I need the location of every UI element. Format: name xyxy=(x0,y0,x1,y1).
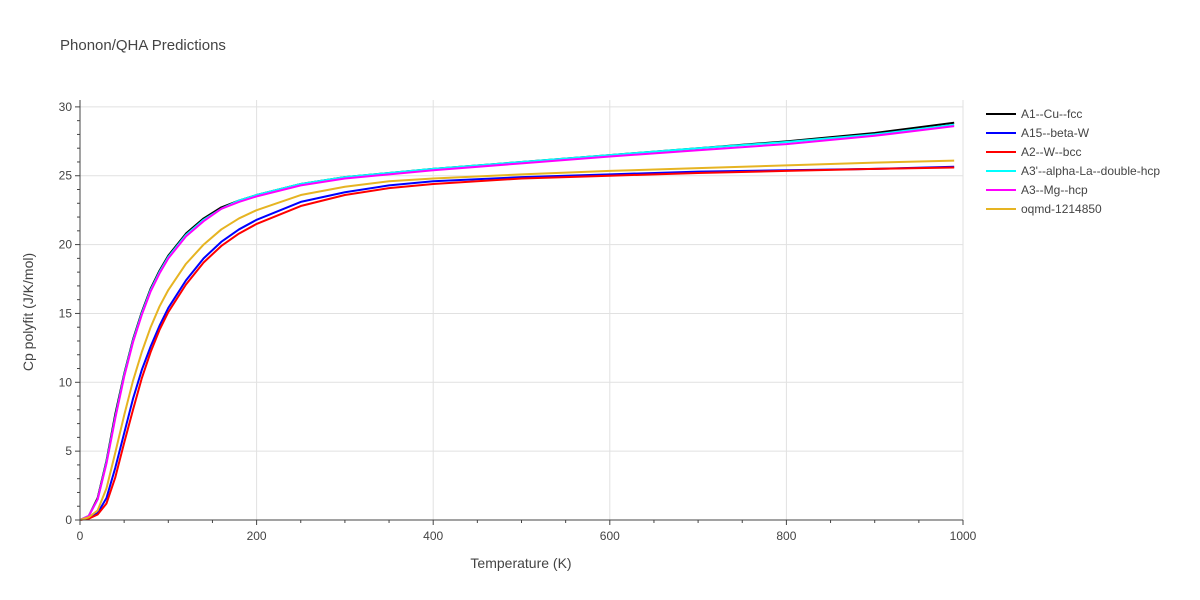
legend-label: A15--beta-W xyxy=(1021,126,1090,140)
x-tick-label: 1000 xyxy=(950,529,977,543)
chart-title: Phonon/QHA Predictions xyxy=(60,37,226,54)
y-tick-label: 10 xyxy=(59,375,73,389)
legend-item-5[interactable]: oqmd-1214850 xyxy=(986,202,1102,216)
legend-item-2[interactable]: A2--W--bcc xyxy=(986,145,1081,159)
x-tick-label: 0 xyxy=(77,529,84,543)
series-line-2 xyxy=(79,166,955,521)
legend-label: A3--Mg--hcp xyxy=(1021,183,1088,197)
axes: 0 200 400 600 800 1000 0 5 10 15 20 25 30 xyxy=(59,100,977,543)
legend-label: oqmd-1214850 xyxy=(1021,202,1102,216)
y-tick-label: 5 xyxy=(65,444,72,458)
x-tick-label: 800 xyxy=(776,529,796,543)
series-line-0 xyxy=(79,121,955,521)
legend-item-0[interactable]: A1--Cu--fcc xyxy=(986,107,1082,121)
series-line-3 xyxy=(79,123,955,521)
y-tick-label: 15 xyxy=(59,306,73,320)
x-tick-label: 600 xyxy=(600,529,620,543)
x-axis-title: Temperature (K) xyxy=(470,555,571,571)
y-tick-label: 0 xyxy=(65,513,72,527)
legend-label: A2--W--bcc xyxy=(1021,145,1081,159)
x-tick-label: 200 xyxy=(247,529,267,543)
series-line-4 xyxy=(79,125,955,521)
series-line-5 xyxy=(79,159,955,521)
y-axis-title: Cp polyfit (J/K/mol) xyxy=(20,253,36,371)
y-tick-label: 25 xyxy=(59,169,73,183)
x-tick-label: 400 xyxy=(423,529,443,543)
y-tick-label: 30 xyxy=(59,100,73,114)
legend[interactable]: A1--Cu--fcc A15--beta-W A2--W--bcc A3'--alp… xyxy=(986,107,1160,216)
series-group xyxy=(79,121,955,521)
legend-item-1[interactable]: A15--beta-W xyxy=(986,126,1090,140)
legend-item-3[interactable]: A3'--alpha-La--double-hcp xyxy=(986,164,1160,178)
legend-label: A1--Cu--fcc xyxy=(1021,107,1082,121)
legend-label: A3'--alpha-La--double-hcp xyxy=(1021,164,1160,178)
series-line-1 xyxy=(79,165,955,521)
y-tick-label: 20 xyxy=(59,238,73,252)
legend-item-4[interactable]: A3--Mg--hcp xyxy=(986,183,1088,197)
